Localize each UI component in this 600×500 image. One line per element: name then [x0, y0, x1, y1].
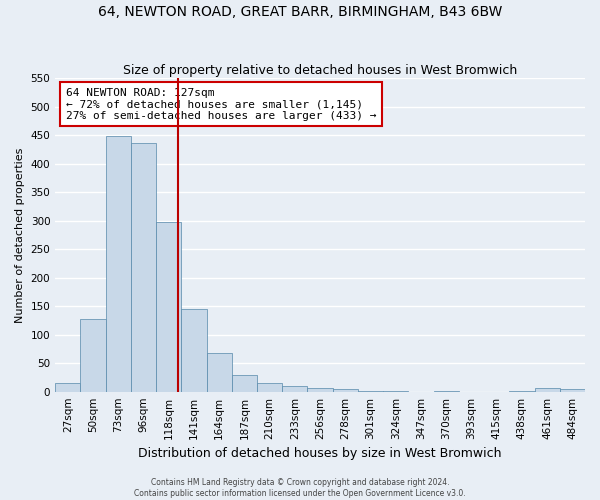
Bar	[434, 391, 459, 392]
Bar	[257, 382, 282, 392]
Bar	[383, 391, 409, 392]
Bar	[535, 388, 560, 392]
Bar	[131, 142, 156, 392]
Bar	[358, 391, 383, 392]
Bar	[55, 383, 80, 392]
Bar	[80, 318, 106, 392]
Bar	[206, 353, 232, 392]
Bar	[106, 136, 131, 392]
X-axis label: Distribution of detached houses by size in West Bromwich: Distribution of detached houses by size …	[139, 447, 502, 460]
Bar	[560, 389, 585, 392]
Bar	[509, 391, 535, 392]
Bar	[282, 386, 307, 392]
Y-axis label: Number of detached properties: Number of detached properties	[15, 147, 25, 322]
Bar	[232, 375, 257, 392]
Title: Size of property relative to detached houses in West Bromwich: Size of property relative to detached ho…	[123, 64, 517, 77]
Text: 64 NEWTON ROAD: 127sqm
← 72% of detached houses are smaller (1,145)
27% of semi-: 64 NEWTON ROAD: 127sqm ← 72% of detached…	[66, 88, 376, 121]
Text: Contains HM Land Registry data © Crown copyright and database right 2024.
Contai: Contains HM Land Registry data © Crown c…	[134, 478, 466, 498]
Bar	[181, 309, 206, 392]
Bar	[307, 388, 332, 392]
Bar	[156, 222, 181, 392]
Bar	[332, 389, 358, 392]
Text: 64, NEWTON ROAD, GREAT BARR, BIRMINGHAM, B43 6BW: 64, NEWTON ROAD, GREAT BARR, BIRMINGHAM,…	[98, 5, 502, 19]
